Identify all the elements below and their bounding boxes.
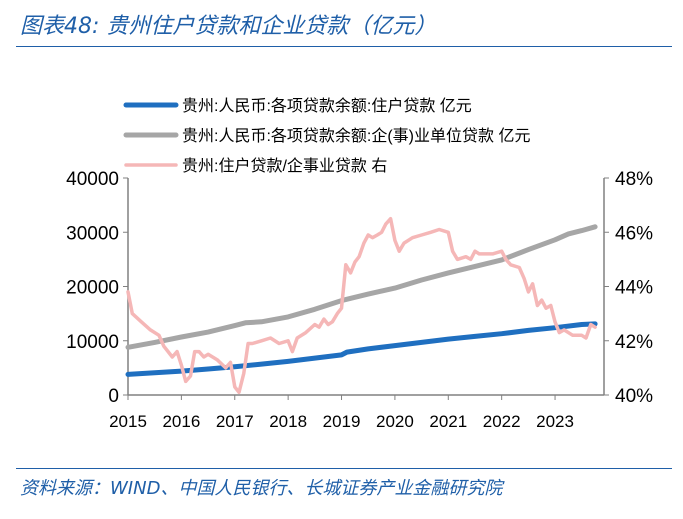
y-left-tick-label: 40000 bbox=[66, 169, 119, 190]
legend-label-1: 贵州:人民币:各项贷款余额:住户贷款 亿元 bbox=[182, 96, 472, 115]
x-tick-label: 2020 bbox=[376, 412, 414, 431]
legend-label-2: 贵州:人民币:各项贷款余额:企(事)业单位贷款 亿元 bbox=[182, 126, 530, 145]
x-tick-label: 2015 bbox=[109, 412, 147, 431]
x-tick-label: 2018 bbox=[269, 412, 307, 431]
chart-title: 图表48: 贵州住户贷款和企业贷款（亿元） bbox=[20, 14, 437, 39]
source-rule bbox=[16, 468, 672, 469]
x-tick-label: 2016 bbox=[162, 412, 200, 431]
y-right-tick-label: 48% bbox=[615, 169, 653, 190]
title-rule bbox=[16, 46, 672, 47]
y-right-tick-label: 46% bbox=[615, 223, 653, 244]
x-tick-label: 2019 bbox=[323, 412, 361, 431]
series-layer bbox=[125, 216, 598, 395]
source-note: 资料来源：WIND、中国人民银行、长城证券产业金融研究院 bbox=[20, 478, 503, 499]
y-right-tick-label: 44% bbox=[615, 278, 653, 299]
x-tick-label: 2022 bbox=[483, 412, 521, 431]
legend: 贵州:人民币:各项贷款余额:住户贷款 亿元贵州:人民币:各项贷款余额:企(事)业… bbox=[123, 96, 530, 175]
axes: 0 10000 20000 30000 40000 40% 42% 44% 46% 48% 2015… bbox=[66, 169, 653, 431]
series-line-2 bbox=[125, 224, 598, 350]
series-line-3 bbox=[126, 216, 597, 395]
y-left-tick-label: 0 bbox=[108, 386, 119, 407]
y-right-tick-label: 42% bbox=[615, 332, 653, 353]
x-tick-label: 2023 bbox=[536, 412, 574, 431]
series-line-1 bbox=[125, 321, 598, 377]
y-left-tick-label: 30000 bbox=[66, 223, 119, 244]
y-left-tick-label: 20000 bbox=[66, 278, 119, 299]
legend-label-3: 贵州:住户贷款/企事业贷款 右 bbox=[182, 157, 387, 175]
x-tick-label: 2021 bbox=[429, 412, 467, 431]
y-right-tick-label: 40% bbox=[615, 386, 653, 407]
x-tick-label: 2017 bbox=[216, 412, 254, 431]
y-left-tick-label: 10000 bbox=[66, 332, 119, 353]
